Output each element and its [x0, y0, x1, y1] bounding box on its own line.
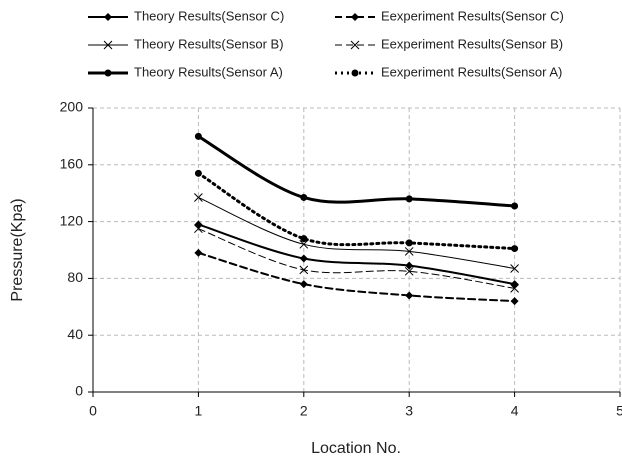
legend-item: Theory Results(Sensor A) — [88, 64, 283, 79]
marker — [194, 169, 202, 177]
marker — [404, 266, 414, 276]
series-line — [197, 228, 516, 289]
x-tick-label: 2 — [300, 403, 308, 419]
legend-label: Theory Results(Sensor B) — [134, 36, 284, 51]
y-tick-label: 120 — [60, 212, 84, 228]
marker — [510, 264, 519, 273]
legend-label: Eexperiment Results(Sensor C) — [381, 8, 564, 23]
y-tick-label: 40 — [67, 326, 83, 342]
y-tick-label: 80 — [67, 269, 83, 285]
y-axis-title: Pressure(Kpa) — [9, 198, 26, 301]
marker — [299, 254, 308, 263]
x-axis-title: Location No. — [311, 440, 401, 457]
y-tick-label: 200 — [60, 99, 84, 115]
legend-item: Theory Results(Sensor C) — [88, 8, 284, 23]
y-tick-label: 160 — [60, 156, 84, 172]
series-line — [196, 171, 517, 251]
x-tick-label: 5 — [616, 403, 622, 419]
marker — [405, 239, 413, 247]
marker — [405, 261, 414, 270]
legend-label: Eexperiment Results(Sensor B) — [381, 36, 563, 51]
marker — [510, 297, 519, 306]
x-tick-label: 0 — [89, 403, 97, 419]
marker — [405, 195, 413, 203]
marker — [299, 265, 309, 275]
series-line — [197, 196, 516, 269]
legend-item: Eexperiment Results(Sensor A) — [335, 64, 562, 79]
marker — [300, 235, 308, 243]
marker — [300, 193, 308, 201]
marker — [405, 291, 414, 300]
y-tick-label: 0 — [75, 383, 83, 399]
marker — [351, 13, 359, 21]
marker — [350, 40, 360, 50]
marker — [104, 13, 112, 21]
marker — [194, 248, 203, 257]
marker — [104, 69, 112, 77]
series-line — [196, 134, 517, 208]
legend-item: Theory Results(Sensor B) — [88, 36, 284, 51]
legend-item: Eexperiment Results(Sensor B) — [335, 36, 563, 51]
marker — [299, 280, 308, 289]
series-line — [197, 251, 516, 303]
marker — [404, 247, 414, 256]
marker — [194, 193, 203, 202]
marker — [510, 280, 519, 289]
legend-label: Theory Results(Sensor A) — [134, 64, 283, 79]
marker — [511, 202, 519, 210]
marker — [351, 69, 359, 77]
x-tick-label: 1 — [195, 403, 203, 419]
series-line — [197, 223, 516, 286]
legend-label: Eexperiment Results(Sensor A) — [381, 64, 562, 79]
marker — [299, 239, 309, 249]
marker — [511, 245, 519, 253]
x-tick-label: 3 — [405, 403, 413, 419]
marker — [510, 283, 519, 293]
marker — [194, 132, 202, 140]
legend-label: Theory Results(Sensor C) — [134, 8, 284, 23]
x-tick-label: 4 — [511, 403, 519, 419]
legend-item: Eexperiment Results(Sensor C) — [335, 8, 564, 23]
marker — [194, 224, 203, 234]
marker — [103, 40, 113, 50]
